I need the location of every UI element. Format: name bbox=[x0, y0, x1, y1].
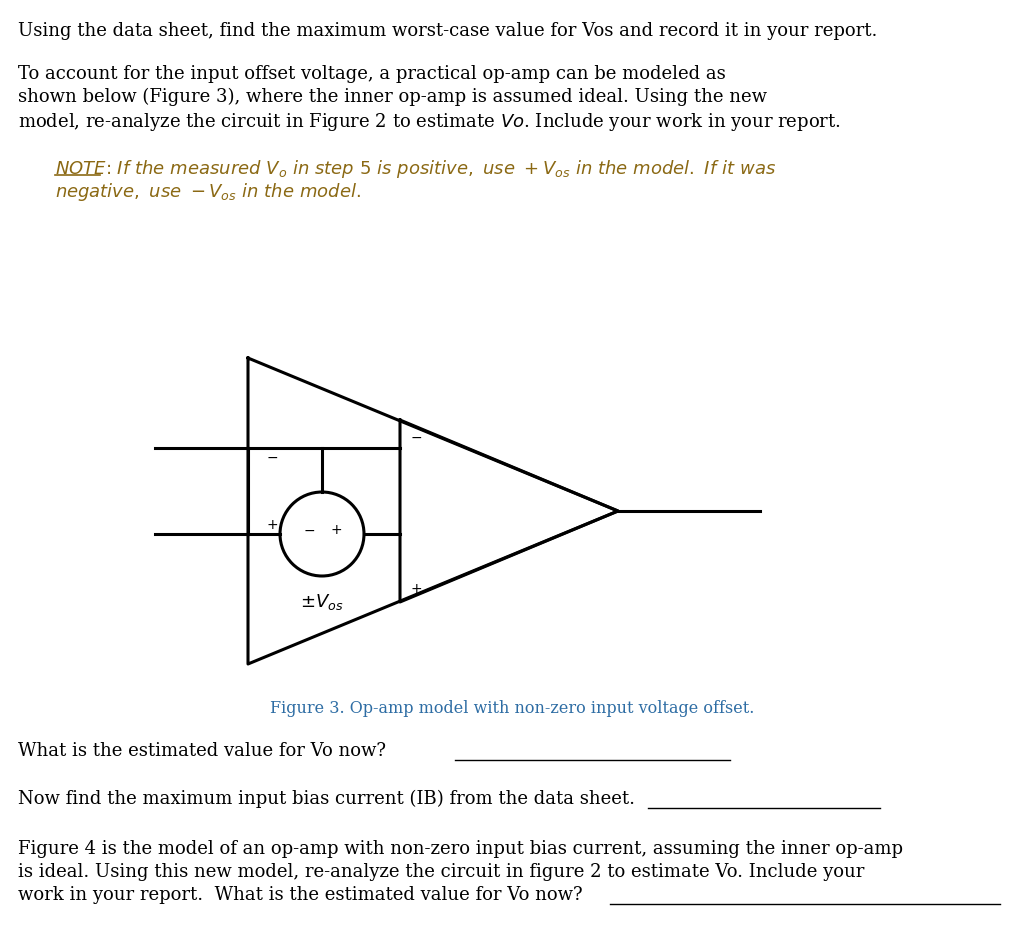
Text: $\it{negative,\ use\ -}$$\mathit{V}_{\mathit{os}}$$\it{\ in\ the\ model.}$: $\it{negative,\ use\ -}$$\mathit{V}_{\ma… bbox=[55, 181, 361, 203]
Text: What is the estimated value for Vo now?: What is the estimated value for Vo now? bbox=[18, 742, 386, 760]
Text: $\pm V_{os}$: $\pm V_{os}$ bbox=[300, 592, 344, 612]
Text: $\it{NOTE}$: $\it{If\ the\ measured\ }$$\mathit{V}_{\mathit{o}}$$\it{\ in\ step\: $\it{NOTE}$: $\it{If\ the\ measured\ }$$… bbox=[55, 158, 776, 180]
Text: $-$: $-$ bbox=[303, 523, 315, 537]
Text: shown below (Figure 3), where the inner op-amp is assumed ideal. Using the new: shown below (Figure 3), where the inner … bbox=[18, 88, 767, 106]
Text: Figure 4 is the model of an op-amp with non-zero input bias current, assuming th: Figure 4 is the model of an op-amp with … bbox=[18, 840, 903, 858]
Text: $-$: $-$ bbox=[266, 450, 279, 464]
Text: model, re-analyze the circuit in Figure 2 to estimate $\it{Vo}$. Include your wo: model, re-analyze the circuit in Figure … bbox=[18, 111, 841, 133]
Text: To account for the input offset voltage, a practical op-amp can be modeled as: To account for the input offset voltage,… bbox=[18, 65, 726, 83]
Text: $+$: $+$ bbox=[266, 518, 279, 532]
Text: work in your report.  What is the estimated value for Vo now?: work in your report. What is the estimat… bbox=[18, 886, 583, 904]
Text: $+$: $+$ bbox=[410, 582, 422, 596]
Text: is ideal. Using this new model, re-analyze the circuit in figure 2 to estimate V: is ideal. Using this new model, re-analy… bbox=[18, 863, 864, 881]
Text: $+$: $+$ bbox=[330, 523, 342, 537]
Text: Using the data sheet, find the maximum worst-case value for Vos and record it in: Using the data sheet, find the maximum w… bbox=[18, 22, 878, 40]
Text: Now find the maximum input bias current (IB) from the data sheet.: Now find the maximum input bias current … bbox=[18, 790, 635, 808]
Text: Figure 3. Op-amp model with non-zero input voltage offset.: Figure 3. Op-amp model with non-zero inp… bbox=[269, 700, 755, 717]
Text: $-$: $-$ bbox=[410, 430, 422, 444]
